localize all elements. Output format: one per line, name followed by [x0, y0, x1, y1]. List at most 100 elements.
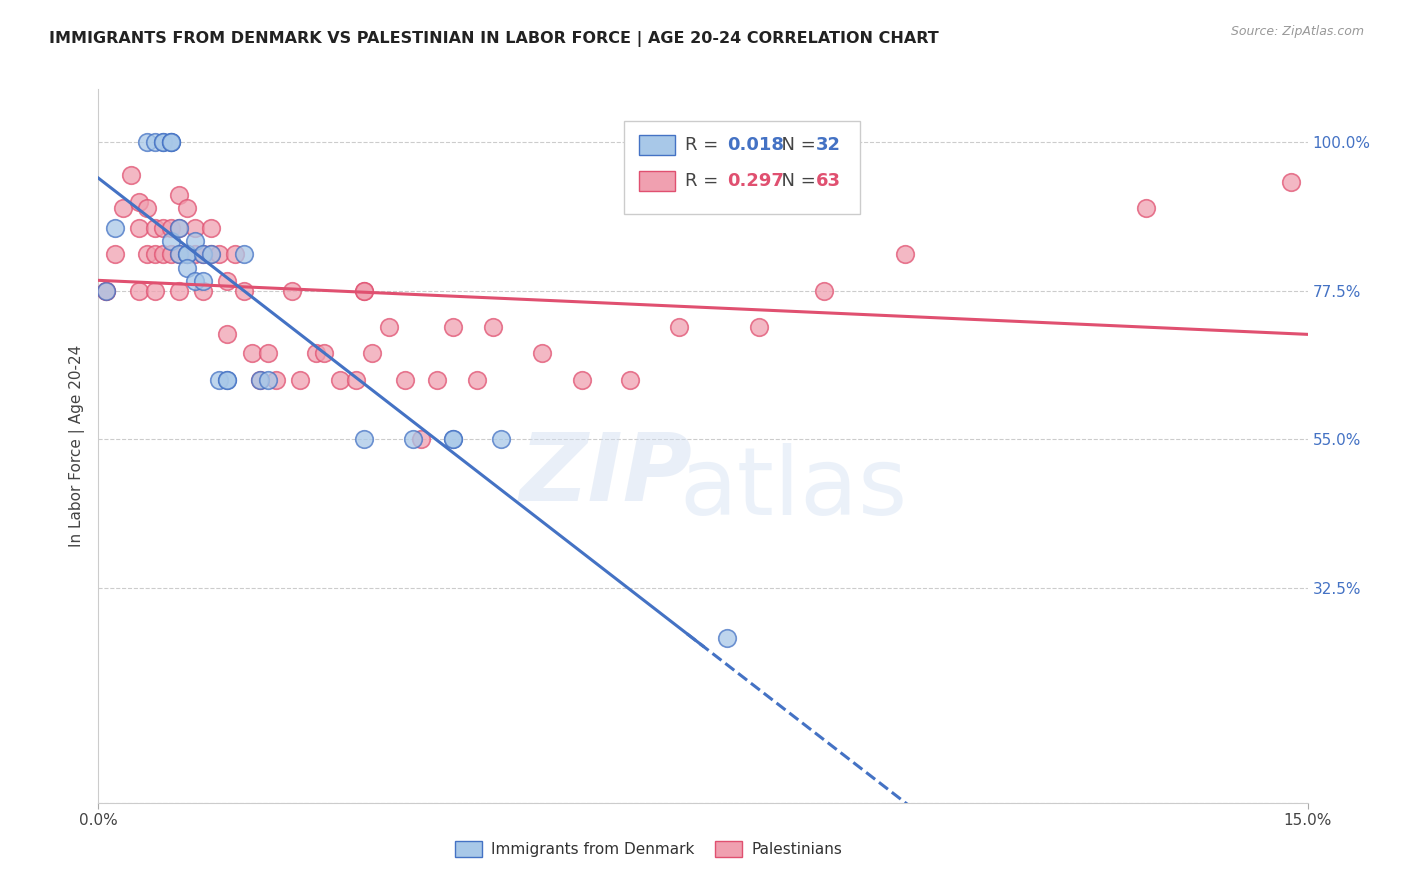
- Point: [217, 326, 239, 341]
- Point: [152, 247, 174, 261]
- Text: 0.018: 0.018: [727, 136, 785, 153]
- Point: [135, 135, 157, 149]
- Text: R =: R =: [685, 136, 724, 153]
- Text: N =: N =: [769, 171, 821, 189]
- Point: [426, 373, 449, 387]
- Point: [441, 433, 464, 447]
- Text: N =: N =: [769, 136, 821, 153]
- Point: [482, 320, 505, 334]
- Point: [152, 135, 174, 149]
- Bar: [456, 841, 482, 857]
- Point: [167, 284, 190, 298]
- Point: [1281, 175, 1303, 189]
- Bar: [638, 170, 675, 191]
- Point: [329, 373, 352, 387]
- Point: [111, 201, 134, 215]
- Text: Palestinians: Palestinians: [751, 842, 842, 856]
- Point: [184, 274, 207, 288]
- Point: [402, 433, 425, 447]
- Point: [193, 284, 215, 298]
- Point: [135, 201, 157, 215]
- Point: [160, 221, 183, 235]
- Point: [128, 194, 150, 209]
- Point: [264, 373, 287, 387]
- Point: [176, 260, 198, 275]
- Point: [152, 135, 174, 149]
- Point: [353, 284, 375, 298]
- Point: [143, 247, 166, 261]
- Point: [193, 247, 215, 261]
- Point: [160, 135, 183, 149]
- Point: [135, 247, 157, 261]
- Bar: [624, 121, 860, 214]
- Point: [96, 284, 118, 298]
- Point: [217, 373, 239, 387]
- Point: [160, 247, 183, 261]
- Point: [176, 201, 198, 215]
- Point: [96, 284, 118, 298]
- Point: [128, 221, 150, 235]
- Point: [200, 247, 222, 261]
- Point: [208, 247, 231, 261]
- Point: [409, 433, 432, 447]
- Point: [441, 320, 464, 334]
- Point: [394, 373, 416, 387]
- Point: [288, 373, 311, 387]
- Point: [143, 284, 166, 298]
- Text: 63: 63: [815, 171, 841, 189]
- Point: [530, 346, 553, 360]
- Point: [571, 373, 593, 387]
- Text: atlas: atlas: [679, 442, 908, 535]
- Point: [344, 373, 367, 387]
- Point: [353, 433, 375, 447]
- Point: [193, 247, 215, 261]
- Point: [893, 247, 915, 261]
- Point: [184, 247, 207, 261]
- Point: [224, 247, 246, 261]
- Text: R =: R =: [685, 171, 724, 189]
- Text: 0.297: 0.297: [727, 171, 785, 189]
- Point: [96, 284, 118, 298]
- Point: [184, 234, 207, 248]
- Point: [184, 221, 207, 235]
- Point: [193, 274, 215, 288]
- Point: [167, 247, 190, 261]
- Point: [200, 247, 222, 261]
- Point: [305, 346, 328, 360]
- Point: [256, 346, 278, 360]
- Point: [441, 433, 464, 447]
- Point: [152, 221, 174, 235]
- Point: [208, 373, 231, 387]
- Point: [232, 247, 254, 261]
- Text: ZIP: ZIP: [520, 428, 693, 521]
- Point: [103, 247, 125, 261]
- Text: 32: 32: [815, 136, 841, 153]
- Point: [465, 373, 488, 387]
- Point: [256, 373, 278, 387]
- Point: [160, 234, 183, 248]
- Point: [160, 135, 183, 149]
- Point: [128, 284, 150, 298]
- Point: [748, 320, 770, 334]
- Bar: [638, 135, 675, 155]
- Point: [377, 320, 399, 334]
- Point: [217, 274, 239, 288]
- Point: [167, 221, 190, 235]
- Point: [200, 221, 222, 235]
- Point: [361, 346, 384, 360]
- Point: [249, 373, 271, 387]
- Point: [167, 188, 190, 202]
- Point: [491, 433, 513, 447]
- Point: [813, 284, 835, 298]
- Bar: [716, 841, 742, 857]
- Point: [240, 346, 263, 360]
- Point: [249, 373, 271, 387]
- Text: Immigrants from Denmark: Immigrants from Denmark: [492, 842, 695, 856]
- Point: [716, 631, 738, 645]
- Point: [167, 247, 190, 261]
- Point: [176, 247, 198, 261]
- Text: Source: ZipAtlas.com: Source: ZipAtlas.com: [1230, 25, 1364, 38]
- Point: [176, 247, 198, 261]
- Point: [143, 135, 166, 149]
- Point: [232, 284, 254, 298]
